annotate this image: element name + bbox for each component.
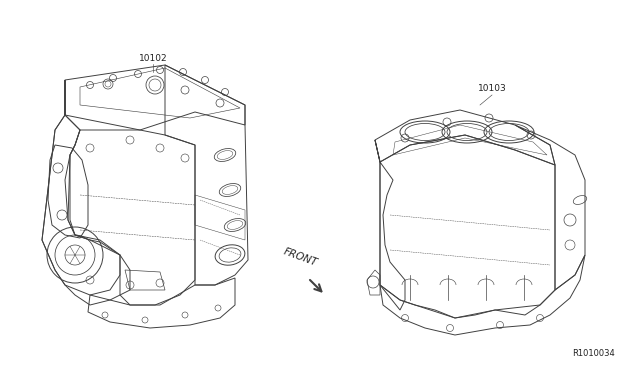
Text: FRONT: FRONT: [282, 247, 318, 268]
Text: 10102: 10102: [139, 54, 167, 63]
Text: 10103: 10103: [477, 84, 506, 93]
Text: R1010034: R1010034: [572, 349, 615, 358]
